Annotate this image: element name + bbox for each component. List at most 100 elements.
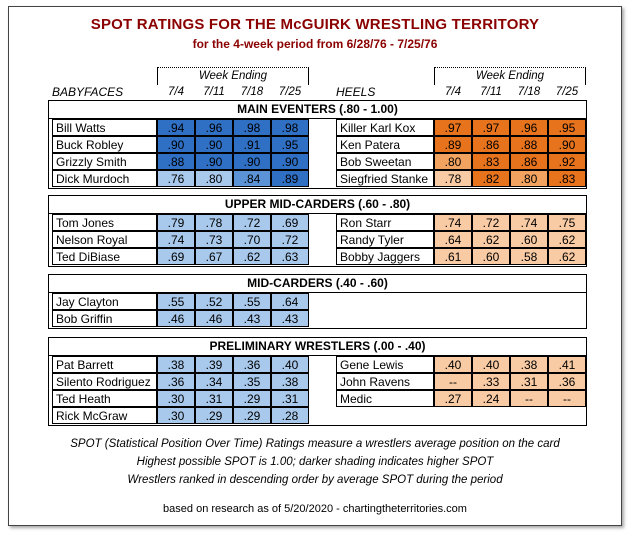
babyfaces-row: Bill Watts .94.96.98.98 (0, 119, 630, 136)
spot-value-cell: .88 (157, 153, 195, 170)
spot-value-cell: .34 (195, 373, 233, 390)
spot-value-cell: .27 (434, 390, 472, 407)
spot-value-cell: .91 (233, 136, 271, 153)
spot-value-cell: .72 (472, 214, 510, 231)
wrestler-name: Bobby Jaggers (336, 248, 434, 265)
spot-value-cell: .97 (434, 119, 472, 136)
spot-value-cell: .96 (510, 119, 548, 136)
wrestler-name: Randy Tyler (336, 231, 434, 248)
heels-row: Randy Tyler .64.62.60.62 (0, 231, 630, 248)
spot-value-cell: .43 (271, 310, 309, 327)
wrestler-name: Buck Robley (52, 136, 157, 153)
spot-value-cell: -- (434, 373, 472, 390)
spot-value-cell: .86 (510, 153, 548, 170)
spot-value-cell: .55 (233, 293, 271, 310)
spot-value-cell: .98 (271, 119, 309, 136)
babyfaces-row: Tom Jones .79.78.72.69 (0, 214, 630, 231)
babyfaces-label: BABYFACES (52, 84, 157, 101)
wrestler-name: Silento Rodriguez (52, 373, 157, 390)
spot-value-cell: -- (510, 390, 548, 407)
spot-value-cell: .61 (434, 248, 472, 265)
footnote-3: Wrestlers ranked in descending order by … (127, 474, 503, 486)
spot-value-cell: .96 (195, 119, 233, 136)
babyfaces-row: Nelson Royal .74.73.70.72 (0, 231, 630, 248)
spot-value-cell: .64 (271, 293, 309, 310)
spot-value-cell: .89 (434, 136, 472, 153)
spot-value-cell: .40 (434, 356, 472, 373)
spot-value-cell: .73 (195, 231, 233, 248)
tier-title: MID-CARDERS (.40 - .60) (49, 275, 586, 293)
heels-row: Gene Lewis .40.40.38.41 (0, 356, 630, 373)
spot-value-cell: .86 (472, 136, 510, 153)
spot-value-cell: .69 (271, 214, 309, 231)
spot-value-cell: .60 (472, 248, 510, 265)
spot-value-cell: .38 (510, 356, 548, 373)
wrestler-name: Dick Murdoch (52, 170, 157, 187)
spot-value-cell: .95 (548, 119, 586, 136)
wrestler-name: Jay Clayton (52, 293, 157, 310)
spot-value-cell: .33 (472, 373, 510, 390)
spot-value-cell: .36 (157, 373, 195, 390)
heels-row: John Ravens -- .33.31.36 (0, 373, 630, 390)
spot-value-cell: .83 (548, 170, 586, 187)
wrestler-name: Ken Patera (336, 136, 434, 153)
spot-value-cell: .72 (233, 214, 271, 231)
spot-value-cell: .62 (548, 231, 586, 248)
spot-value-cell: .31 (195, 390, 233, 407)
tier-title: PRELIMINARY WRESTLERS (.00 - .40) (49, 338, 586, 356)
spot-value-cell: .52 (195, 293, 233, 310)
spot-value-cell: .39 (195, 356, 233, 373)
babyfaces-row: Grizzly Smith .88.90.90.90 (0, 153, 630, 170)
wrestler-name: Tom Jones (52, 214, 157, 231)
tier-title: UPPER MID-CARDERS (.60 - .80) (49, 196, 586, 214)
babyfaces-row: Silento Rodriguez .36.34.35.38 (0, 373, 630, 390)
spot-value-cell: .74 (157, 231, 195, 248)
spot-value-cell: .29 (233, 407, 271, 424)
wrestler-name: Medic (336, 390, 434, 407)
report-title: SPOT RATINGS FOR THE McGUIRK WRESTLING T… (90, 16, 540, 33)
heels-week-header: 7/11 (480, 86, 502, 98)
wrestler-name: Bill Watts (52, 119, 157, 136)
spot-value-cell: .40 (472, 356, 510, 373)
spot-value-cell: .40 (271, 356, 309, 373)
credit-line: based on research as of 5/20/2020 - char… (163, 503, 467, 515)
babyfaces-week-ending-label: Week Ending (157, 67, 309, 85)
heels-week-ending-label: Week Ending (434, 67, 586, 85)
spot-value-cell: .43 (233, 310, 271, 327)
spot-value-cell: .31 (510, 373, 548, 390)
wrestler-name: Grizzly Smith (52, 153, 157, 170)
heels-row: Ken Patera .89.86.88.90 (0, 136, 630, 153)
spot-value-cell: .92 (548, 153, 586, 170)
spot-value-cell: .79 (157, 214, 195, 231)
wrestler-name: Killer Karl Kox (336, 119, 434, 136)
spot-value-cell: .36 (548, 373, 586, 390)
spot-value-cell: .38 (157, 356, 195, 373)
spot-value-cell: .31 (271, 390, 309, 407)
spot-value-cell: .30 (157, 390, 195, 407)
spot-value-cell: .78 (195, 214, 233, 231)
spot-value-cell: .88 (510, 136, 548, 153)
babyfaces-week-header: 7/4 (168, 86, 184, 98)
babyfaces-row: Buck Robley .90.90.91.95 (0, 136, 630, 153)
babyfaces-row: Pat Barrett .38.39.36.40 (0, 356, 630, 373)
spot-value-cell: .29 (233, 390, 271, 407)
heels-row: Medic .27.24 -- -- (0, 390, 630, 407)
spot-value-cell: .29 (195, 407, 233, 424)
spot-value-cell: .46 (195, 310, 233, 327)
spot-value-cell: .69 (157, 248, 195, 265)
babyfaces-row: Jay Clayton .55.52.55.64 (0, 293, 630, 310)
spot-value-cell: .90 (548, 136, 586, 153)
spot-value-cell: .80 (195, 170, 233, 187)
wrestler-name: Ron Starr (336, 214, 434, 231)
spot-value-cell: .98 (233, 119, 271, 136)
tier-title: MAIN EVENTERS (.80 - 1.00) (49, 101, 586, 119)
spot-value-cell: .83 (472, 153, 510, 170)
heels-label: HEELS (336, 84, 434, 101)
spot-value-cell: .90 (195, 153, 233, 170)
spot-value-cell: .63 (271, 248, 309, 265)
spot-value-cell: -- (548, 390, 586, 407)
babyfaces-row: Dick Murdoch .76.80.84.89 (0, 170, 630, 187)
spot-value-cell: .90 (271, 153, 309, 170)
spot-value-cell: .62 (233, 248, 271, 265)
babyfaces-week-header: 7/25 (278, 86, 302, 98)
